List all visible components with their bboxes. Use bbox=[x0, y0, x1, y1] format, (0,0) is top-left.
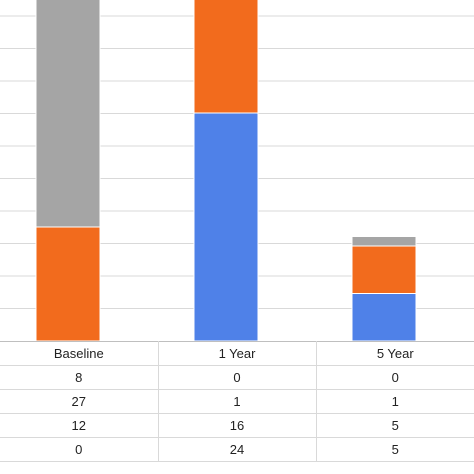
data-label: 1 bbox=[315, 389, 474, 414]
data-label: 5 bbox=[315, 437, 474, 462]
data-label: 0 bbox=[157, 365, 317, 390]
data-label: 27 bbox=[0, 389, 159, 414]
bar-segment-baseline-series-2 bbox=[35, 0, 101, 228]
category-label: 5 Year bbox=[315, 341, 474, 366]
data-label: 0 bbox=[315, 365, 474, 390]
bar-segment-5-year-series-3 bbox=[351, 245, 417, 294]
table-header-row: Baseline 1 Year 5 Year bbox=[0, 341, 474, 366]
stacked-bar-chart bbox=[0, 0, 474, 341]
table-row: 0 24 5 bbox=[0, 437, 474, 462]
bar-segment-1-year-series-4 bbox=[193, 112, 259, 341]
bar-segment-5-year-series-4 bbox=[351, 293, 417, 341]
data-label: 5 bbox=[315, 413, 474, 438]
bar-stacks bbox=[35, 0, 417, 341]
bar-segment-baseline-series-3 bbox=[35, 226, 101, 341]
bar-segment-1-year-series-3 bbox=[193, 0, 259, 114]
data-label: 16 bbox=[157, 413, 317, 438]
data-label: 24 bbox=[157, 437, 317, 462]
category-label: 1 Year bbox=[157, 341, 317, 366]
table-row: 12 16 5 bbox=[0, 413, 474, 438]
data-label: 8 bbox=[0, 365, 159, 390]
table-row: 27 1 1 bbox=[0, 389, 474, 414]
data-table: Baseline 1 Year 5 Year 8 0 0 27 1 1 12 16 5 0 24 5 bbox=[0, 341, 474, 462]
data-label: 0 bbox=[0, 437, 159, 462]
data-label: 1 bbox=[157, 389, 317, 414]
category-label: Baseline bbox=[0, 341, 159, 366]
bar-segment-5-year-series-2 bbox=[351, 236, 417, 247]
data-label: 12 bbox=[0, 413, 159, 438]
